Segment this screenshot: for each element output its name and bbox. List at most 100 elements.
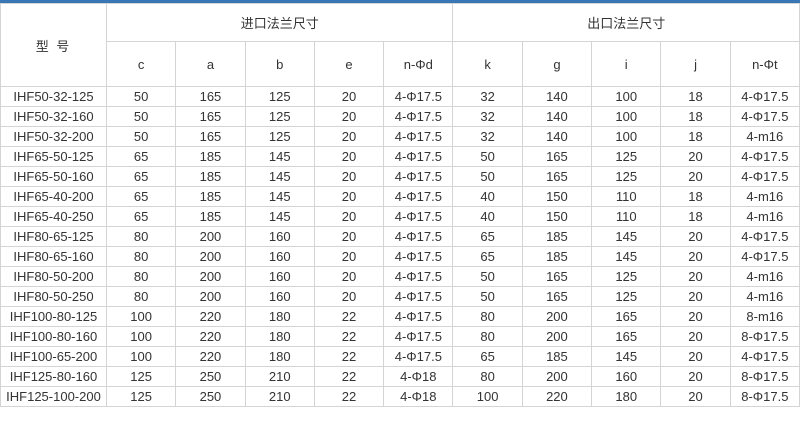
value-cell: 4-Φ17.5 — [729, 146, 800, 167]
value-cell: 65 — [452, 246, 523, 267]
value-cell: 18 — [660, 206, 731, 227]
value-cell: 165 — [175, 86, 246, 107]
column-header-c: c — [105, 41, 177, 87]
value-cell: 140 — [521, 126, 593, 147]
model-cell: IHF80-50-250 — [0, 286, 107, 307]
value-cell: 4-Φ17.5 — [383, 186, 454, 207]
value-cell: 50 — [105, 106, 177, 127]
model-cell: IHF50-32-200 — [0, 126, 107, 147]
value-cell: 125 — [244, 106, 315, 127]
value-cell: 20 — [313, 206, 385, 227]
value-cell: 22 — [313, 386, 385, 407]
value-cell: 32 — [452, 106, 523, 127]
table-row: IHF65-50-160 65 185 145 20 4-Φ17.5 50 165 125 20 4… — [0, 166, 800, 187]
value-cell: 80 — [105, 246, 177, 267]
table-row: IHF80-50-200 80 200 160 20 4-Φ17.5 50 165 125 20 4… — [0, 266, 800, 287]
value-cell: 100 — [591, 86, 662, 107]
value-cell: 20 — [660, 326, 731, 347]
value-cell: 40 — [452, 206, 523, 227]
value-cell: 100 — [452, 386, 523, 407]
value-cell: 145 — [244, 146, 315, 167]
value-cell: 20 — [660, 226, 731, 247]
value-cell: 20 — [313, 106, 385, 127]
table-row: IHF50-32-200 50 165 125 20 4-Φ17.5 32 140 100 18 4… — [0, 126, 800, 147]
value-cell: 100 — [105, 306, 177, 327]
value-cell: 22 — [313, 346, 385, 367]
value-cell: 200 — [175, 266, 246, 287]
value-cell: 200 — [175, 286, 246, 307]
value-cell: 125 — [244, 126, 315, 147]
value-cell: 80 — [105, 266, 177, 287]
value-cell: 140 — [521, 106, 593, 127]
value-cell: 210 — [244, 386, 315, 407]
value-cell: 100 — [105, 346, 177, 367]
value-cell: 185 — [175, 206, 246, 227]
value-cell: 4-Φ17.5 — [729, 226, 800, 247]
value-cell: 200 — [521, 366, 593, 387]
value-cell: 20 — [313, 146, 385, 167]
value-cell: 4-m16 — [729, 126, 800, 147]
value-cell: 180 — [244, 346, 315, 367]
model-cell: IHF100-65-200 — [0, 346, 107, 367]
value-cell: 18 — [660, 106, 731, 127]
value-cell: 20 — [313, 86, 385, 107]
table-row: IHF125-80-160 125 250 210 22 4-Φ18 80 200 160 20 8… — [0, 366, 800, 387]
value-cell: 65 — [105, 146, 177, 167]
value-cell: 4-Φ17.5 — [729, 106, 800, 127]
value-cell: 165 — [521, 166, 593, 187]
value-cell: 165 — [521, 146, 593, 167]
inlet-flange-group-header: 进口法兰尺寸 — [105, 3, 454, 42]
value-cell: 165 — [521, 286, 593, 307]
value-cell: 4-Φ17.5 — [383, 286, 454, 307]
column-header-b: b — [244, 41, 315, 87]
value-cell: 20 — [660, 286, 731, 307]
value-cell: 100 — [591, 106, 662, 127]
value-cell: 65 — [105, 206, 177, 227]
value-cell: 80 — [452, 326, 523, 347]
accent-bar — [0, 0, 800, 3]
value-cell: 125 — [105, 366, 177, 387]
value-cell: 4-Φ18 — [383, 386, 454, 407]
value-cell: 200 — [521, 326, 593, 347]
value-cell: 65 — [452, 346, 523, 367]
table-row: IHF100-65-200 100 220 180 22 4-Φ17.5 65 185 145 2… — [0, 346, 800, 367]
column-header-e: e — [313, 41, 385, 87]
column-header-n-phit: n-Φt — [729, 41, 800, 87]
model-cell: IHF125-100-200 — [0, 386, 107, 407]
value-cell: 20 — [313, 286, 385, 307]
value-cell: 185 — [175, 186, 246, 207]
value-cell: 145 — [244, 166, 315, 187]
value-cell: 220 — [175, 346, 246, 367]
value-cell: 160 — [591, 366, 662, 387]
model-column-header: 型 号 — [0, 3, 107, 87]
value-cell: 22 — [313, 326, 385, 347]
value-cell: 165 — [591, 326, 662, 347]
value-cell: 65 — [105, 166, 177, 187]
value-cell: 180 — [244, 306, 315, 327]
value-cell: 220 — [521, 386, 593, 407]
flange-spec-table: 型 号 进口法兰尺寸 出口法兰尺寸 c a b e n-Φd k g i j n-Φt IHF50… — [0, 3, 800, 407]
value-cell: 160 — [244, 286, 315, 307]
table-row: IHF80-50-250 80 200 160 20 4-Φ17.5 50 165 125 20 4… — [0, 286, 800, 307]
outlet-flange-group-header: 出口法兰尺寸 — [452, 3, 800, 42]
column-header-a: a — [175, 41, 246, 87]
table-row: IHF100-80-125 100 220 180 22 4-Φ17.5 80 200 165 2… — [0, 306, 800, 327]
value-cell: 20 — [660, 246, 731, 267]
value-cell: 160 — [244, 226, 315, 247]
table-row: IHF80-65-160 80 200 160 20 4-Φ17.5 65 185 145 20 4… — [0, 246, 800, 267]
table-row: IHF80-65-125 80 200 160 20 4-Φ17.5 65 185 145 20 4… — [0, 226, 800, 247]
value-cell: 4-Φ17.5 — [383, 146, 454, 167]
value-cell: 125 — [591, 286, 662, 307]
value-cell: 4-m16 — [729, 206, 800, 227]
value-cell: 80 — [452, 306, 523, 327]
value-cell: 22 — [313, 306, 385, 327]
value-cell: 32 — [452, 86, 523, 107]
value-cell: 20 — [313, 226, 385, 247]
value-cell: 145 — [591, 346, 662, 367]
value-cell: 100 — [591, 126, 662, 147]
value-cell: 140 — [521, 86, 593, 107]
value-cell: 165 — [521, 266, 593, 287]
value-cell: 4-Φ17.5 — [383, 246, 454, 267]
table-row: IHF65-40-200 65 185 145 20 4-Φ17.5 40 150 110 18 4… — [0, 186, 800, 207]
